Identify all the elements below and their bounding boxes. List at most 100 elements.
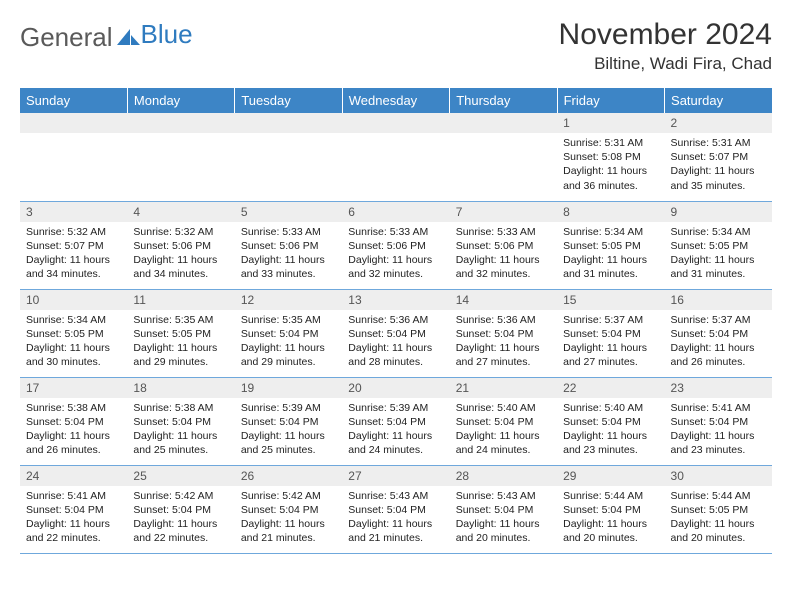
calendar-day-cell: 27Sunrise: 5:43 AMSunset: 5:04 PMDayligh… [342,465,449,553]
day-number: 25 [127,466,234,486]
day-number: 13 [342,290,449,310]
calendar-week-row: 1Sunrise: 5:31 AMSunset: 5:08 PMDaylight… [20,113,772,201]
day-details: Sunrise: 5:32 AMSunset: 5:07 PMDaylight:… [20,222,127,286]
day-number: 28 [450,466,557,486]
day-number: 30 [665,466,772,486]
day-details: Sunrise: 5:31 AMSunset: 5:08 PMDaylight:… [557,133,664,197]
calendar-day-cell: 15Sunrise: 5:37 AMSunset: 5:04 PMDayligh… [557,289,664,377]
logo: General Blue [20,18,193,53]
day-details: Sunrise: 5:42 AMSunset: 5:04 PMDaylight:… [127,486,234,550]
calendar-day-cell: 16Sunrise: 5:37 AMSunset: 5:04 PMDayligh… [665,289,772,377]
calendar-day-cell: 18Sunrise: 5:38 AMSunset: 5:04 PMDayligh… [127,377,234,465]
weekday-header: Tuesday [235,88,342,113]
day-details: Sunrise: 5:37 AMSunset: 5:04 PMDaylight:… [557,310,664,374]
day-number: 11 [127,290,234,310]
calendar-day-cell: 5Sunrise: 5:33 AMSunset: 5:06 PMDaylight… [235,201,342,289]
calendar-day-cell: 28Sunrise: 5:43 AMSunset: 5:04 PMDayligh… [450,465,557,553]
day-number: 21 [450,378,557,398]
weekday-header: Friday [557,88,664,113]
calendar-day-cell: 29Sunrise: 5:44 AMSunset: 5:04 PMDayligh… [557,465,664,553]
day-details: Sunrise: 5:33 AMSunset: 5:06 PMDaylight:… [235,222,342,286]
calendar-day-cell [127,113,234,201]
calendar-day-cell [235,113,342,201]
calendar-day-cell: 25Sunrise: 5:42 AMSunset: 5:04 PMDayligh… [127,465,234,553]
calendar-day-cell: 12Sunrise: 5:35 AMSunset: 5:04 PMDayligh… [235,289,342,377]
day-details: Sunrise: 5:43 AMSunset: 5:04 PMDaylight:… [450,486,557,550]
calendar-day-cell: 26Sunrise: 5:42 AMSunset: 5:04 PMDayligh… [235,465,342,553]
day-number: 14 [450,290,557,310]
day-details: Sunrise: 5:36 AMSunset: 5:04 PMDaylight:… [342,310,449,374]
day-details: Sunrise: 5:40 AMSunset: 5:04 PMDaylight:… [557,398,664,462]
day-number [235,113,342,133]
day-details: Sunrise: 5:35 AMSunset: 5:04 PMDaylight:… [235,310,342,374]
day-number: 6 [342,202,449,222]
day-number: 19 [235,378,342,398]
calendar-day-cell: 20Sunrise: 5:39 AMSunset: 5:04 PMDayligh… [342,377,449,465]
day-number: 9 [665,202,772,222]
day-number: 2 [665,113,772,133]
calendar-day-cell: 14Sunrise: 5:36 AMSunset: 5:04 PMDayligh… [450,289,557,377]
day-details: Sunrise: 5:41 AMSunset: 5:04 PMDaylight:… [20,486,127,550]
calendar-day-cell: 24Sunrise: 5:41 AMSunset: 5:04 PMDayligh… [20,465,127,553]
day-details: Sunrise: 5:44 AMSunset: 5:05 PMDaylight:… [665,486,772,550]
calendar-day-cell: 9Sunrise: 5:34 AMSunset: 5:05 PMDaylight… [665,201,772,289]
calendar-day-cell: 17Sunrise: 5:38 AMSunset: 5:04 PMDayligh… [20,377,127,465]
logo-text-general: General [20,22,113,53]
calendar-week-row: 3Sunrise: 5:32 AMSunset: 5:07 PMDaylight… [20,201,772,289]
day-number [450,113,557,133]
calendar-day-cell: 1Sunrise: 5:31 AMSunset: 5:08 PMDaylight… [557,113,664,201]
calendar-day-cell: 6Sunrise: 5:33 AMSunset: 5:06 PMDaylight… [342,201,449,289]
day-number: 3 [20,202,127,222]
weekday-header: Wednesday [342,88,449,113]
weekday-header: Saturday [665,88,772,113]
day-number: 23 [665,378,772,398]
day-number: 22 [557,378,664,398]
calendar-day-cell: 11Sunrise: 5:35 AMSunset: 5:05 PMDayligh… [127,289,234,377]
calendar-header-row: SundayMondayTuesdayWednesdayThursdayFrid… [20,88,772,113]
day-number [342,113,449,133]
day-number: 18 [127,378,234,398]
calendar-page: General Blue November 2024 Biltine, Wadi… [0,0,792,564]
day-details: Sunrise: 5:42 AMSunset: 5:04 PMDaylight:… [235,486,342,550]
day-details: Sunrise: 5:34 AMSunset: 5:05 PMDaylight:… [665,222,772,286]
header: General Blue November 2024 Biltine, Wadi… [20,18,772,74]
day-details: Sunrise: 5:39 AMSunset: 5:04 PMDaylight:… [235,398,342,462]
day-details: Sunrise: 5:43 AMSunset: 5:04 PMDaylight:… [342,486,449,550]
calendar-day-cell [450,113,557,201]
location: Biltine, Wadi Fira, Chad [559,54,772,74]
day-number: 4 [127,202,234,222]
day-number: 7 [450,202,557,222]
calendar-day-cell [342,113,449,201]
day-details: Sunrise: 5:41 AMSunset: 5:04 PMDaylight:… [665,398,772,462]
calendar-day-cell: 7Sunrise: 5:33 AMSunset: 5:06 PMDaylight… [450,201,557,289]
day-number: 20 [342,378,449,398]
calendar-day-cell: 10Sunrise: 5:34 AMSunset: 5:05 PMDayligh… [20,289,127,377]
calendar-day-cell: 21Sunrise: 5:40 AMSunset: 5:04 PMDayligh… [450,377,557,465]
calendar-day-cell: 13Sunrise: 5:36 AMSunset: 5:04 PMDayligh… [342,289,449,377]
calendar-week-row: 17Sunrise: 5:38 AMSunset: 5:04 PMDayligh… [20,377,772,465]
day-number: 8 [557,202,664,222]
day-details: Sunrise: 5:32 AMSunset: 5:06 PMDaylight:… [127,222,234,286]
day-details: Sunrise: 5:33 AMSunset: 5:06 PMDaylight:… [342,222,449,286]
day-details: Sunrise: 5:35 AMSunset: 5:05 PMDaylight:… [127,310,234,374]
calendar-day-cell [20,113,127,201]
weekday-header: Sunday [20,88,127,113]
day-details: Sunrise: 5:34 AMSunset: 5:05 PMDaylight:… [20,310,127,374]
logo-text-blue: Blue [141,19,193,50]
calendar-day-cell: 3Sunrise: 5:32 AMSunset: 5:07 PMDaylight… [20,201,127,289]
calendar-day-cell: 22Sunrise: 5:40 AMSunset: 5:04 PMDayligh… [557,377,664,465]
logo-sail-icon [117,23,141,54]
day-number: 12 [235,290,342,310]
calendar-day-cell: 8Sunrise: 5:34 AMSunset: 5:05 PMDaylight… [557,201,664,289]
day-details: Sunrise: 5:31 AMSunset: 5:07 PMDaylight:… [665,133,772,197]
day-number: 27 [342,466,449,486]
day-details: Sunrise: 5:40 AMSunset: 5:04 PMDaylight:… [450,398,557,462]
day-details: Sunrise: 5:44 AMSunset: 5:04 PMDaylight:… [557,486,664,550]
day-number: 17 [20,378,127,398]
calendar-table: SundayMondayTuesdayWednesdayThursdayFrid… [20,88,772,554]
calendar-day-cell: 30Sunrise: 5:44 AMSunset: 5:05 PMDayligh… [665,465,772,553]
calendar-day-cell: 2Sunrise: 5:31 AMSunset: 5:07 PMDaylight… [665,113,772,201]
day-details: Sunrise: 5:39 AMSunset: 5:04 PMDaylight:… [342,398,449,462]
calendar-day-cell: 23Sunrise: 5:41 AMSunset: 5:04 PMDayligh… [665,377,772,465]
weekday-header: Thursday [450,88,557,113]
